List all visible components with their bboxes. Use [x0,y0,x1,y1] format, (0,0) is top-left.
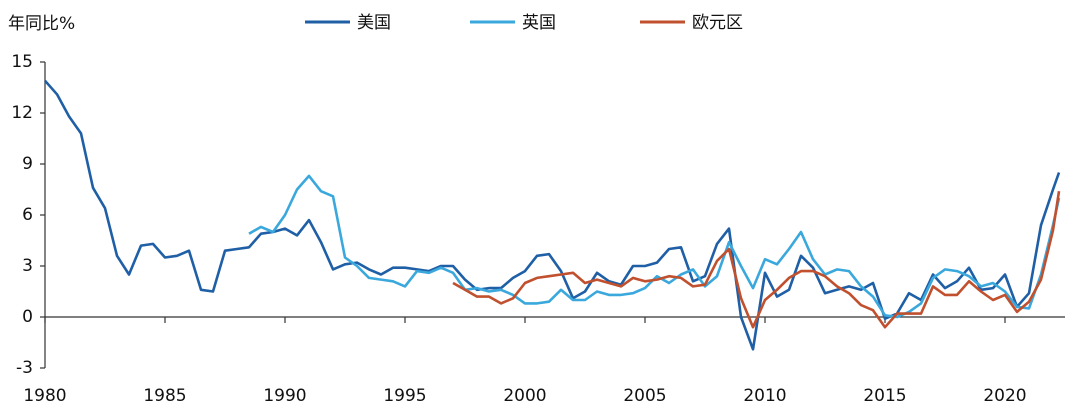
legend-label: 欧元区 [692,13,743,33]
x-tick-label: 2005 [623,386,666,406]
x-tick-label: 1990 [263,386,306,406]
y-tick-label: 15 [11,52,33,72]
series-line [44,79,1061,351]
x-tick-label: 1980 [23,386,66,406]
series-line [452,191,1061,329]
y-tick-label: 3 [22,256,33,276]
y-tick-label: 0 [22,307,33,327]
x-tick-label: 1985 [143,386,186,406]
y-tick-label: 12 [11,103,33,123]
x-tick-label: 1995 [383,386,426,406]
x-tick-label: 2020 [983,386,1026,406]
legend-label: 英国 [522,13,556,33]
y-tick-label: 6 [22,205,33,225]
x-tick-label: 2015 [863,386,906,406]
y-axis-label: 年同比% [8,14,75,34]
x-tick-label: 2000 [503,386,546,406]
y-tick-label: 9 [22,154,33,174]
series-line [248,174,1061,319]
x-tick-label: 2010 [743,386,786,406]
legend-label: 美国 [357,13,391,33]
y-tick-label: -3 [16,358,33,378]
